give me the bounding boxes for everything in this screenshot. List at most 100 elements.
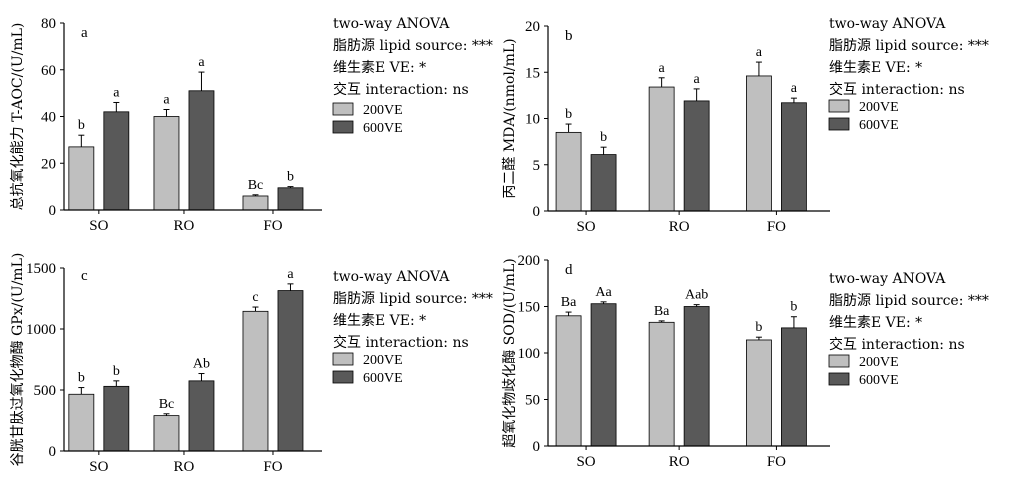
y-tick-label-500: 500 — [34, 383, 57, 399]
stats-line-3: 交互 interaction: ns — [333, 81, 469, 98]
sig-label-a-SO-600VE: a — [113, 85, 120, 100]
bar-d-RO-200VE — [648, 321, 675, 447]
sig-label-c-FO-200VE: c — [252, 290, 258, 305]
sig-label-d-RO-600VE: Aab — [685, 288, 708, 303]
y-axis-title: 总抗氧化能力 T-AOC/(U/mL) — [10, 23, 26, 211]
panel-label: a — [81, 25, 88, 41]
bar-b-RO-600VE — [683, 100, 710, 212]
sig-label-a-FO-200VE: Bc — [248, 178, 264, 193]
stats-line-2: 维生素E VE: * — [829, 60, 922, 76]
stats-line-3: 交互 interaction: ns — [829, 336, 965, 353]
stats-line-1: 脂肪源 lipid source: *** — [829, 293, 989, 309]
bar-a-FO-200VE — [242, 195, 269, 211]
chart-panel-b: b b SO a a RO a a FO 0 5 10 15 20 丙二醛 MDA/(nmol/mL) b tw… — [502, 16, 989, 235]
y-tick-label-200: 200 — [518, 253, 541, 269]
x-tick-label-FO: FO — [263, 218, 282, 234]
x-tick-label-SO: SO — [576, 219, 595, 235]
sig-label-d-FO-600VE: b — [790, 300, 797, 315]
y-tick-label-1500: 1500 — [26, 261, 56, 277]
sig-label-a-FO-600VE: b — [287, 170, 294, 185]
stats-line-0: two-way ANOVA — [829, 271, 946, 287]
bar-a-SO-600VE — [103, 111, 130, 211]
legend-swatch-600VE — [828, 117, 850, 131]
sig-label-c-RO-600VE: Ab — [193, 357, 210, 372]
legend-label-200VE: 200VE — [363, 353, 403, 368]
bar-a-SO-200VE — [68, 146, 95, 211]
sig-label-b-FO-600VE: a — [791, 81, 798, 96]
y-tick-label-0: 0 — [49, 203, 57, 219]
y-tick-label-20: 20 — [525, 19, 540, 35]
sig-label-c-SO-200VE: b — [78, 371, 85, 386]
y-axis-title: 超氧化物歧化酶 SOD/(U/mL) — [502, 258, 518, 447]
sig-label-c-SO-600VE: b — [113, 364, 120, 379]
stats-line-1: 脂肪源 lipid source: *** — [333, 38, 493, 54]
legend-label-600VE: 600VE — [859, 118, 899, 133]
x-tick-label-FO: FO — [263, 459, 282, 475]
bar-b-FO-600VE — [781, 102, 807, 212]
sig-label-d-FO-200VE: b — [755, 320, 762, 335]
x-tick-label-RO: RO — [174, 459, 195, 475]
stats-line-2: 维生素E VE: * — [333, 60, 426, 76]
stats-line-1: 脂肪源 lipid source: *** — [333, 291, 493, 307]
x-tick-label-RO: RO — [669, 219, 690, 235]
bar-a-RO-200VE — [153, 116, 180, 211]
chart-panel-a: b a SO a a RO Bc b FO 0 20 40 60 80 总抗氧化能力 T-AOC/(U/mL… — [10, 16, 493, 234]
sig-label-d-SO-600VE: Aa — [595, 285, 612, 300]
stats-line-3: 交互 interaction: ns — [333, 334, 469, 351]
legend-label-600VE: 600VE — [859, 373, 899, 388]
bar-c-SO-200VE — [68, 393, 95, 452]
bar-d-FO-600VE — [781, 327, 807, 447]
stats-line-2: 维生素E VE: * — [829, 315, 922, 331]
sig-label-b-SO-600VE: b — [600, 130, 607, 145]
sig-label-c-RO-200VE: Bc — [159, 397, 175, 412]
legend-swatch-600VE — [332, 370, 354, 384]
bar-b-FO-200VE — [746, 75, 772, 212]
x-tick-label-SO: SO — [576, 454, 595, 470]
x-tick-label-FO: FO — [767, 454, 786, 470]
y-tick-label-0: 0 — [49, 444, 57, 460]
sig-label-b-RO-200VE: a — [659, 61, 666, 76]
sig-label-a-SO-200VE: b — [78, 118, 85, 133]
bar-c-FO-600VE — [277, 290, 304, 452]
x-tick-label-SO: SO — [89, 218, 108, 234]
y-tick-label-15: 15 — [525, 65, 540, 81]
sig-label-d-SO-200VE: Ba — [561, 295, 577, 310]
bar-c-RO-600VE — [188, 380, 215, 452]
stats-line-3: 交互 interaction: ns — [829, 81, 965, 98]
legend-swatch-200VE — [332, 102, 354, 116]
stats-line-0: two-way ANOVA — [333, 269, 450, 285]
bar-a-FO-600VE — [277, 187, 304, 211]
sig-label-a-RO-600VE: a — [198, 55, 205, 70]
y-axis-title: 丙二醛 MDA/(nmol/mL) — [502, 38, 518, 198]
stats-line-2: 维生素E VE: * — [333, 313, 426, 329]
bar-b-SO-200VE — [555, 131, 582, 212]
legend-swatch-600VE — [332, 120, 354, 134]
bar-d-SO-200VE — [555, 315, 582, 447]
sig-label-b-RO-600VE: a — [694, 72, 701, 87]
x-tick-label-FO: FO — [767, 219, 786, 235]
y-tick-label-20: 20 — [41, 156, 56, 172]
bar-c-FO-200VE — [242, 310, 269, 452]
legend-label-200VE: 200VE — [363, 103, 403, 118]
y-tick-label-100: 100 — [518, 346, 541, 362]
y-tick-label-10: 10 — [525, 112, 540, 128]
y-tick-label-0: 0 — [533, 204, 541, 220]
legend-swatch-600VE — [828, 372, 850, 386]
bar-d-FO-200VE — [746, 339, 772, 447]
legend-label-200VE: 200VE — [859, 100, 899, 115]
bar-d-RO-600VE — [683, 306, 710, 447]
y-tick-label-1000: 1000 — [26, 322, 56, 338]
y-tick-label-50: 50 — [525, 393, 540, 409]
legend-swatch-200VE — [828, 354, 850, 368]
stats-line-1: 脂肪源 lipid source: *** — [829, 38, 989, 54]
legend-swatch-200VE — [828, 99, 850, 113]
panel-label: d — [565, 262, 573, 278]
bar-c-RO-200VE — [153, 415, 180, 452]
bar-a-RO-600VE — [188, 90, 215, 211]
legend-label-200VE: 200VE — [859, 355, 899, 370]
panel-label: b — [565, 28, 573, 44]
bar-d-SO-600VE — [590, 303, 617, 447]
sig-label-b-SO-200VE: b — [565, 107, 572, 122]
